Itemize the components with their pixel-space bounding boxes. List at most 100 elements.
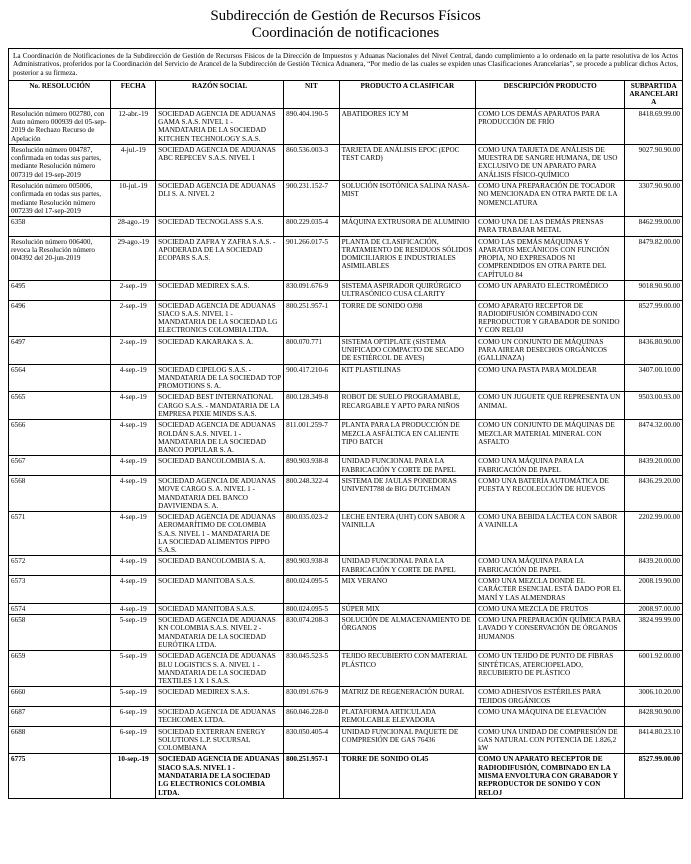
table-row: 66595-sep.-19SOCIEDAD AGENCIA DE ADUANAS… <box>9 651 683 687</box>
cell-producto: SISTEMA OPTIPLATE (SISTEMA UNIFICADO COM… <box>339 336 476 364</box>
cell-nit: 900.417.210-6 <box>284 364 339 392</box>
cell-fecha: 6-sep.-19 <box>111 706 156 726</box>
cell-descripcion: COMO UNA DE LAS DEMÁS PRENSAS PARA TRABA… <box>476 217 625 237</box>
cell-descripcion: COMO UN JUGUETE QUE REPRESENTA UN ANIMAL <box>476 392 625 420</box>
cell-fecha: 5-sep.-19 <box>111 615 156 651</box>
cell-subpartida: 2008.19.90.00 <box>625 576 683 604</box>
cell-subpartida: 6001.92.00.00 <box>625 651 683 687</box>
cell-resolucion: Resolución número 004787, confirmada en … <box>9 144 111 180</box>
cell-subpartida: 8527.99.00.00 <box>625 300 683 336</box>
table-row: 64962-sep.-19SOCIEDAD AGENCIA DE ADUANAS… <box>9 300 683 336</box>
cell-resolucion: 6574 <box>9 603 111 614</box>
cell-razon: SOCIEDAD AGENCIA DE ADUANAS TECHCOMEX LT… <box>156 706 284 726</box>
cell-razon: SOCIEDAD AGENCIA DE ADUANAS SIACO S.A.S.… <box>156 754 284 798</box>
cell-nit: 830.050.405-4 <box>284 726 339 754</box>
cell-descripcion: COMO UN TEJIDO DE PUNTO DE FIBRAS SINTÉT… <box>476 651 625 687</box>
cell-resolucion: 6659 <box>9 651 111 687</box>
cell-descripcion: COMO UNA MÁQUINA PARA LA FABRICACIÓN DE … <box>476 456 625 476</box>
cell-subpartida: 3006.10.20.00 <box>625 687 683 707</box>
cell-nit: 860.046.228-0 <box>284 706 339 726</box>
cell-fecha: 2-sep.-19 <box>111 281 156 301</box>
cell-nit: 800.229.035-4 <box>284 217 339 237</box>
cell-razon: SOCIEDAD AGENCIA DE ADUANAS ROLDÁN S.A.S… <box>156 420 284 456</box>
cell-razon: SOCIEDAD AGENCIA DE ADUANAS GAMA S.A.S. … <box>156 108 284 144</box>
table-row: 65714-sep.-19SOCIEDAD AGENCIA DE ADUANAS… <box>9 512 683 556</box>
title-line-1: Subdirección de Gestión de Recursos Físi… <box>8 8 683 25</box>
cell-resolucion: 6495 <box>9 281 111 301</box>
cell-nit: 890.404.190-5 <box>284 108 339 144</box>
cell-resolucion: Resolución número 005006, confirmada en … <box>9 180 111 216</box>
cell-subpartida: 8479.82.00.00 <box>625 236 683 280</box>
cell-razon: SOCIEDAD AGENCIA DE ADUANAS KN COLOMBIA … <box>156 615 284 651</box>
cell-descripcion: COMO UNA UNIDAD DE COMPRESIÓN DE GAS NAT… <box>476 726 625 754</box>
cell-subpartida: 3824.99.99.00 <box>625 615 683 651</box>
cell-resolucion: 6567 <box>9 456 111 476</box>
cell-razon: SOCIEDAD BEST INTERNATIONAL CARGO S.A.S.… <box>156 392 284 420</box>
cell-nit: 901.266.017-5 <box>284 236 339 280</box>
cell-subpartida: 3407.00.10.00 <box>625 364 683 392</box>
table-row: Resolución número 006400, revoca la Reso… <box>9 236 683 280</box>
table-row: 64952-sep.-19SOCIEDAD MEDIREX S.A.S.830.… <box>9 281 683 301</box>
cell-subpartida: 8474.32.00.00 <box>625 420 683 456</box>
cell-subpartida: 8436.80.90.00 <box>625 336 683 364</box>
cell-producto: SOLUCIÓN ISOTÓNICA SALINA NASA-MIST <box>339 180 476 216</box>
table-row: Resolución número 004787, confirmada en … <box>9 144 683 180</box>
table-row: 65644-sep.-19SOCIEDAD CIPELOG S.A.S. - M… <box>9 364 683 392</box>
col-header-fecha: FECHA <box>111 80 156 108</box>
cell-fecha: 12-abr.-19 <box>111 108 156 144</box>
col-header-nit: NIT <box>284 80 339 108</box>
cell-resolucion: 6496 <box>9 300 111 336</box>
cell-producto: UNIDAD FUNCIONAL PAQUETE DE COMPRESIÓN D… <box>339 726 476 754</box>
cell-descripcion: COMO UNA PREPARACIÓN QUÍMICA PARA LAVADO… <box>476 615 625 651</box>
cell-fecha: 10-sep.-19 <box>111 754 156 798</box>
cell-producto: TORRE DE SONIDO OL45 <box>339 754 476 798</box>
cell-subpartida: 8428.90.90.00 <box>625 706 683 726</box>
table-row: 677510-sep.-19SOCIEDAD AGENCIA DE ADUANA… <box>9 754 683 798</box>
table-row: 635828-ago.-19SOCIEDAD TECNOGLASS S.A.S.… <box>9 217 683 237</box>
cell-nit: 800.251.957-1 <box>284 300 339 336</box>
cell-resolucion: Resolución número 006400, revoca la Reso… <box>9 236 111 280</box>
cell-descripcion: COMO UNA BEBIDA LÁCTEA CON SABOR A VAINI… <box>476 512 625 556</box>
cell-resolucion: 6568 <box>9 475 111 511</box>
cell-nit: 830.074.208-3 <box>284 615 339 651</box>
cell-resolucion: 6564 <box>9 364 111 392</box>
table-row: 65724-sep.-19SOCIEDAD BANCOLOMBIA S. A.8… <box>9 556 683 576</box>
cell-descripcion: COMO UNA BATERÍA AUTOMÁTICA DE PUESTA Y … <box>476 475 625 511</box>
cell-subpartida: 8414.80.23.10 <box>625 726 683 754</box>
col-header-descripcion: DESCRIPCIÓN PRODUCTO <box>476 80 625 108</box>
cell-razon: SOCIEDAD CIPELOG S.A.S. - MANDATARIA DE … <box>156 364 284 392</box>
cell-descripcion: COMO UNA MEZCLA DONDE EL CARÁCTER ESENCI… <box>476 576 625 604</box>
table-row: Resolución número 002780, con Auto númer… <box>9 108 683 144</box>
cell-razon: SOCIEDAD KAKARAKA S. A. <box>156 336 284 364</box>
cell-razon: SOCIEDAD AGENCIA DE ADUANAS DLI S. A. NI… <box>156 180 284 216</box>
cell-subpartida: 8462.99.00.00 <box>625 217 683 237</box>
cell-resolucion: 6687 <box>9 706 111 726</box>
table-row: 65734-sep.-19SOCIEDAD MANITOBA S.A.S.800… <box>9 576 683 604</box>
cell-descripcion: COMO UN APARATO RECEPTOR DE RADIODIFUSIÓ… <box>476 754 625 798</box>
cell-producto: LECHE ENTERA (UHT) CON SABOR A VAINILLA <box>339 512 476 556</box>
cell-descripcion: COMO UNA TARJETA DE ANÁLISIS DE MUESTRA … <box>476 144 625 180</box>
table-row: 66585-sep.-19SOCIEDAD AGENCIA DE ADUANAS… <box>9 615 683 651</box>
cell-nit: 860.536.003-3 <box>284 144 339 180</box>
cell-razon: SOCIEDAD EXTERRAN ENERGY SOLUTIONS L.P. … <box>156 726 284 754</box>
cell-nit: 800.248.322-4 <box>284 475 339 511</box>
table-row: 66876-sep.-19SOCIEDAD AGENCIA DE ADUANAS… <box>9 706 683 726</box>
cell-resolucion: 6688 <box>9 726 111 754</box>
cell-nit: 800.035.023-2 <box>284 512 339 556</box>
cell-descripcion: COMO UNA MÁQUINA DE ELEVACIÓN <box>476 706 625 726</box>
cell-descripcion: COMO UNA PASTA PARA MOLDEAR <box>476 364 625 392</box>
cell-razon: SOCIEDAD AGENCIA DE ADUANAS ABC REPECEV … <box>156 144 284 180</box>
cell-subpartida: 8527.99.00.00 <box>625 754 683 798</box>
cell-descripcion: COMO LOS DEMÁS APARATOS PARA PRODUCCIÓN … <box>476 108 625 144</box>
cell-fecha: 4-sep.-19 <box>111 556 156 576</box>
cell-fecha: 28-ago.-19 <box>111 217 156 237</box>
cell-nit: 800.251.957-1 <box>284 754 339 798</box>
cell-nit: 800.070.771 <box>284 336 339 364</box>
cell-resolucion: Resolución número 002780, con Auto númer… <box>9 108 111 144</box>
cell-subpartida: 8439.20.00.00 <box>625 456 683 476</box>
table-row: 66605-sep.-19SOCIEDAD MEDIREX S.A.S.830.… <box>9 687 683 707</box>
cell-producto: TORRE DE SONIDO OJ98 <box>339 300 476 336</box>
cell-producto: SOLUCIÓN DE ALMACENAMIENTO DE ÓRGANOS <box>339 615 476 651</box>
cell-descripcion: COMO UN CONJUNTO DE MÁQUINAS DE MEZCLAR … <box>476 420 625 456</box>
cell-nit: 900.231.152-7 <box>284 180 339 216</box>
